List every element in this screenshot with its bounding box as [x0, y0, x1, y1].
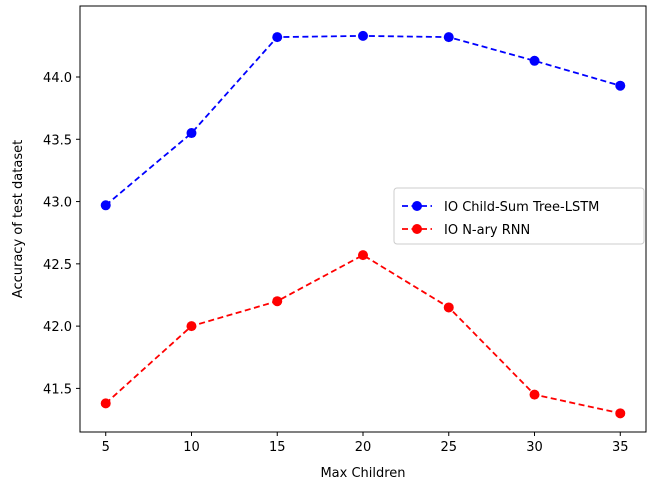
y-tick-label: 41.5 [43, 382, 72, 397]
data-point-series-0 [529, 55, 540, 66]
x-tick-label: 15 [269, 440, 286, 455]
y-axis-label: Accuracy of test dataset [11, 140, 26, 298]
data-point-series-1 [358, 250, 368, 261]
x-tick-label: 30 [526, 440, 543, 455]
y-tick-label: 42.5 [43, 258, 72, 273]
x-axis-label: Max Children [320, 466, 405, 481]
data-point-series-1 [615, 408, 626, 419]
legend-marker-series-1 [412, 224, 422, 234]
x-axis-ticks: 5 10 15 20 25 30 35 [102, 432, 629, 455]
data-point-series-0 [615, 80, 626, 91]
data-point-series-1 [529, 389, 540, 400]
data-point-series-0 [443, 32, 454, 43]
y-tick-label: 42.0 [43, 320, 72, 335]
y-axis-ticks: 41.5 42.0 42.5 43.0 43.5 44.0 [43, 71, 80, 397]
legend-frame [393, 187, 645, 245]
data-point-series-1 [186, 321, 197, 332]
x-tick-label: 5 [102, 440, 110, 455]
data-point-series-0 [358, 30, 368, 41]
series-layer [100, 30, 626, 419]
legend-label-series-1: IO N-ary RNN [444, 223, 530, 238]
data-point-series-0 [186, 128, 197, 139]
legend-marker-series-0 [412, 201, 422, 211]
legend-label-series-0: IO Child-Sum Tree-LSTM [444, 200, 599, 215]
data-point-series-1 [272, 296, 283, 307]
y-tick-label: 44.0 [43, 71, 72, 86]
data-point-series-0 [100, 200, 111, 211]
data-point-series-1 [443, 302, 454, 313]
data-point-series-1 [100, 398, 111, 409]
y-tick-label: 43.0 [43, 196, 72, 211]
legend: IO Child-Sum Tree-LSTM IO N-ary RNN [393, 187, 645, 245]
x-tick-label: 10 [183, 440, 200, 455]
data-point-series-0 [272, 32, 283, 43]
x-tick-label: 35 [612, 440, 629, 455]
x-tick-label: 20 [355, 440, 372, 455]
x-tick-label: 25 [440, 440, 457, 455]
y-tick-label: 43.5 [43, 133, 72, 148]
